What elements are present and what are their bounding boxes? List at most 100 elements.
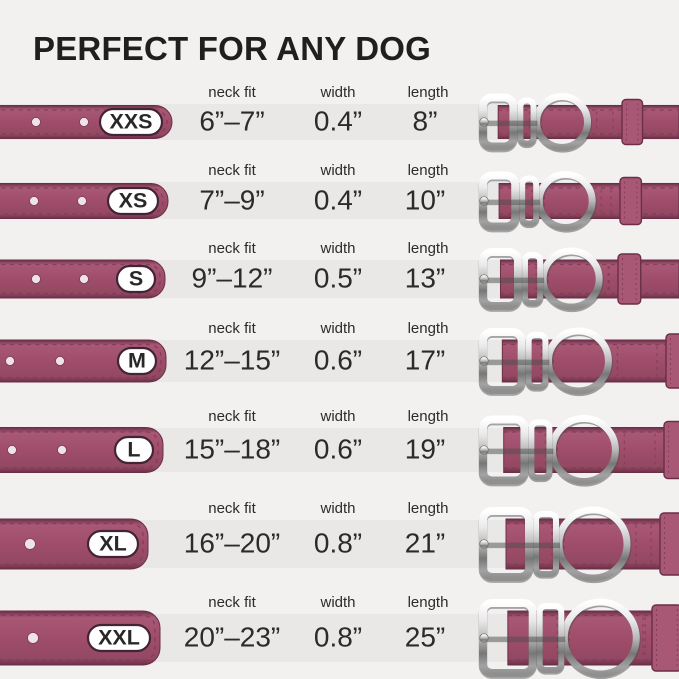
collar-strap-svg: XXL [0, 610, 161, 666]
strap-hole [31, 274, 41, 284]
length-value: 10” [404, 183, 446, 215]
size-row-xxs: neck fit width length XXS 6”–7” 0.4” 8” [0, 84, 679, 153]
width-value: 0.4” [313, 183, 363, 215]
length-label: length [407, 240, 449, 257]
size-band: XXS 6”–7” 0.4” 8” [0, 93, 679, 153]
column-labels: neck fit width length [0, 500, 679, 520]
leather-keeper [621, 98, 644, 146]
size-badge [86, 529, 140, 559]
strap-hole [7, 445, 17, 455]
collar-strap-graphic: XXL [0, 605, 166, 671]
length-value: 13” [404, 262, 446, 294]
strap-hole [79, 117, 89, 127]
leather-keeper [617, 253, 642, 305]
collar-buckle-svg [478, 598, 679, 679]
neck-fit-label: neck fit [208, 240, 256, 257]
size-badge [86, 623, 152, 653]
strap-hole [31, 117, 41, 127]
length-value: 25” [404, 621, 446, 653]
column-labels: neck fit width length [0, 240, 679, 260]
width-value: 0.8” [313, 527, 363, 559]
collar-buckle-graphic [478, 166, 679, 235]
size-badge-label: M [128, 349, 146, 373]
collar-buckle-graphic [478, 594, 679, 679]
neck-fit-value: 7”–9” [199, 183, 265, 215]
neck-fit-value: 15”–18” [183, 433, 281, 465]
leather-keeper [663, 420, 679, 480]
size-row-m: neck fit width length M 12”–15” 0.6” 17” [0, 320, 679, 397]
column-labels: neck fit width length [0, 162, 679, 182]
length-label: length [407, 408, 449, 425]
length-label: length [407, 320, 449, 337]
strap-hole [5, 356, 15, 366]
size-badge-label: S [129, 267, 143, 291]
width-label: width [320, 408, 356, 425]
size-band: XS 7”–9” 0.4” 10” [0, 170, 679, 233]
size-badge-label: XS [119, 188, 148, 212]
size-row-l: neck fit width length L 15”–18” 0.6” 19” [0, 408, 679, 487]
column-labels: neck fit width length [0, 594, 679, 614]
width-value: 0.4” [313, 105, 363, 137]
neck-fit-label: neck fit [208, 408, 256, 425]
neck-fit-value: 6”–7” [199, 105, 265, 137]
strap-hole [55, 356, 65, 366]
neck-fit-label: neck fit [208, 162, 256, 179]
collar-strap-graphic: L [0, 422, 169, 479]
size-badge [106, 186, 160, 215]
column-labels: neck fit width length [0, 84, 679, 104]
neck-fit-value: 9”–12” [191, 262, 273, 294]
collar-strap-svg: M [0, 339, 167, 383]
collar-buckle-svg [478, 170, 679, 233]
collar-strap-svg: XXS [0, 105, 173, 139]
width-label: width [320, 240, 356, 257]
collar-strap-graphic: XXS [0, 100, 178, 145]
size-row-xs: neck fit width length XS 7”–9” 0.4” 10” [0, 162, 679, 233]
strap-hole [27, 632, 39, 644]
width-value: 0.6” [313, 433, 363, 465]
length-label: length [407, 162, 449, 179]
size-badge [98, 107, 164, 137]
width-label: width [320, 320, 356, 337]
width-value: 0.5” [313, 262, 363, 294]
collar-buckle-graphic [478, 243, 679, 315]
collar-strap-graphic: XL [0, 513, 154, 575]
strap-hole [57, 445, 67, 455]
leather-keeper [665, 333, 679, 389]
neck-fit-label: neck fit [208, 500, 256, 517]
collar-strap-graphic: XS [0, 177, 174, 224]
size-rows: neck fit width length XXS 6”–7” 0.4” 8” [0, 84, 679, 679]
strap-hole [24, 538, 36, 550]
neck-fit-label: neck fit [208, 320, 256, 337]
strap-hole [29, 195, 39, 206]
neck-fit-value: 12”–15” [183, 344, 281, 376]
column-labels: neck fit width length [0, 408, 679, 428]
collar-strap-svg: L [0, 427, 164, 473]
collar-strap-svg: XL [0, 518, 149, 570]
width-label: width [320, 84, 356, 101]
length-label: length [407, 594, 449, 611]
size-band: XL 16”–20” 0.8” 21” [0, 506, 679, 584]
leather-keeper [619, 176, 643, 225]
collar-strap-svg: XS [0, 182, 169, 219]
length-value: 8” [412, 105, 438, 137]
size-band: S 9”–12” 0.5” 13” [0, 247, 679, 313]
collar-buckle-graphic [478, 411, 679, 490]
width-label: width [320, 162, 356, 179]
size-row-xxl: neck fit width length XXL 20”–23” 0.8” 2… [0, 594, 679, 679]
collar-buckle-graphic [478, 502, 679, 586]
strap-hole [79, 274, 89, 284]
width-label: width [320, 594, 356, 611]
collar-buckle-svg [478, 415, 679, 487]
collar-strap-graphic: M [0, 334, 172, 388]
length-label: length [407, 500, 449, 517]
size-badge [113, 435, 155, 465]
collar-buckle-graphic [478, 323, 679, 399]
size-band: XXL 20”–23” 0.8” 25” [0, 598, 679, 679]
neck-fit-label: neck fit [208, 594, 256, 611]
page-title: PERFECT FOR ANY DOG [33, 30, 431, 67]
collar-buckle-svg [478, 327, 679, 397]
collar-buckle-svg [478, 247, 679, 313]
column-labels: neck fit width length [0, 320, 679, 340]
collar-buckle-svg [478, 93, 679, 153]
